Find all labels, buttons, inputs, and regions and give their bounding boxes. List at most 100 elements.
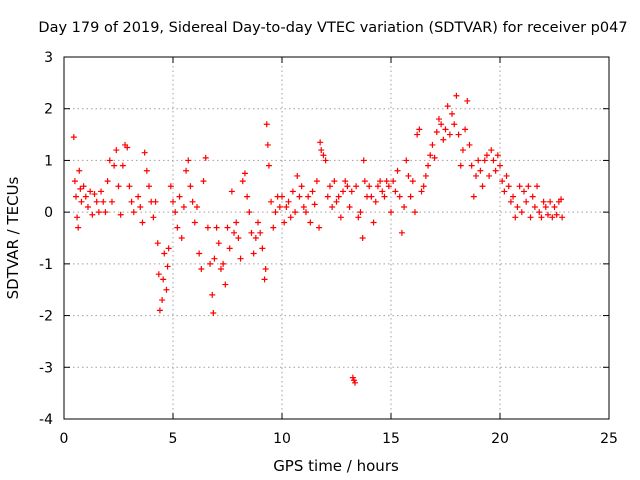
data-point <box>494 152 501 159</box>
data-point <box>388 209 394 216</box>
data-point <box>324 193 331 200</box>
data-point <box>486 172 493 179</box>
data-point <box>483 152 490 159</box>
data-point <box>516 183 523 190</box>
data-point <box>217 266 224 273</box>
data-point <box>115 183 122 190</box>
data-point <box>396 193 403 200</box>
x-tick-label: 15 <box>382 431 400 447</box>
data-point <box>348 188 355 195</box>
data-point <box>320 152 327 159</box>
data-point <box>135 193 142 200</box>
data-point <box>248 229 255 236</box>
data-point <box>198 266 205 273</box>
data-point <box>159 297 166 304</box>
data-point <box>372 198 379 205</box>
data-point <box>296 193 303 200</box>
data-point <box>167 183 174 190</box>
data-point <box>381 193 388 200</box>
data-point <box>298 183 305 190</box>
data-point <box>333 198 340 205</box>
data-point <box>220 260 227 267</box>
y-tick-label: -2 <box>39 309 53 325</box>
data-point <box>466 141 473 148</box>
data-point <box>150 214 157 221</box>
chart-title: Day 179 of 2019, Sidereal Day-to-day VTE… <box>38 20 627 36</box>
data-point <box>459 147 466 154</box>
data-point <box>379 188 386 195</box>
data-point <box>501 188 508 195</box>
data-point <box>210 309 217 316</box>
x-tick-label: 10 <box>273 431 291 447</box>
data-point <box>100 198 107 205</box>
x-tick-label: 25 <box>600 431 618 447</box>
y-tick-label: 2 <box>44 102 53 118</box>
data-point <box>340 188 347 195</box>
data-point <box>80 183 87 190</box>
data-point <box>160 276 167 283</box>
data-point <box>77 185 84 192</box>
data-point <box>117 211 124 218</box>
data-point <box>263 121 270 128</box>
data-point <box>416 126 423 133</box>
data-point <box>183 167 190 174</box>
data-point <box>128 198 135 205</box>
data-point <box>261 276 268 283</box>
y-tick-label: 1 <box>44 153 53 169</box>
data-point <box>326 183 333 190</box>
data-point <box>231 229 238 236</box>
data-point <box>294 172 301 179</box>
data-point <box>438 121 445 128</box>
data-point <box>89 211 96 218</box>
data-point <box>449 110 456 117</box>
data-point <box>507 198 514 205</box>
data-point <box>119 162 126 169</box>
data-point <box>357 209 364 216</box>
data-point <box>191 219 198 226</box>
y-tick-label: -3 <box>39 360 53 376</box>
data-point <box>75 224 82 231</box>
data-point <box>72 193 79 200</box>
data-point <box>481 157 488 164</box>
data-point <box>542 203 549 210</box>
data-point <box>475 157 482 164</box>
data-point <box>470 193 477 200</box>
plot-frame <box>63 56 610 420</box>
data-point <box>342 178 349 185</box>
data-point <box>374 183 381 190</box>
data-point <box>318 147 325 154</box>
data-point <box>311 201 318 208</box>
data-point <box>392 188 399 195</box>
tick-labels: 0 5 10 15 20 25 -4 -3 -2 -1 0 1 2 3 <box>39 50 618 447</box>
data-point <box>335 193 342 200</box>
data-point <box>497 162 503 169</box>
data-point <box>444 103 451 110</box>
data-point <box>281 219 288 226</box>
data-point <box>401 203 408 210</box>
data-point <box>455 131 462 138</box>
data-point <box>202 154 209 161</box>
data-point <box>440 136 447 143</box>
data-point <box>337 214 344 221</box>
data-point <box>163 286 170 293</box>
data-point <box>187 183 194 190</box>
data-point <box>329 203 336 210</box>
data-point <box>111 162 118 169</box>
data-point <box>146 183 153 190</box>
data-point <box>137 203 144 210</box>
data-point <box>276 203 283 210</box>
data-point <box>213 224 220 231</box>
data-point <box>155 271 162 278</box>
data-point <box>534 183 541 190</box>
data-point <box>215 240 222 247</box>
data-point <box>174 224 181 231</box>
data-point <box>235 235 242 241</box>
data-point <box>279 193 285 200</box>
data-point <box>420 183 427 190</box>
data-point <box>237 255 244 262</box>
data-point <box>510 193 517 200</box>
data-point <box>422 172 429 179</box>
y-tick-label: -4 <box>39 412 53 428</box>
data-point <box>427 152 434 159</box>
